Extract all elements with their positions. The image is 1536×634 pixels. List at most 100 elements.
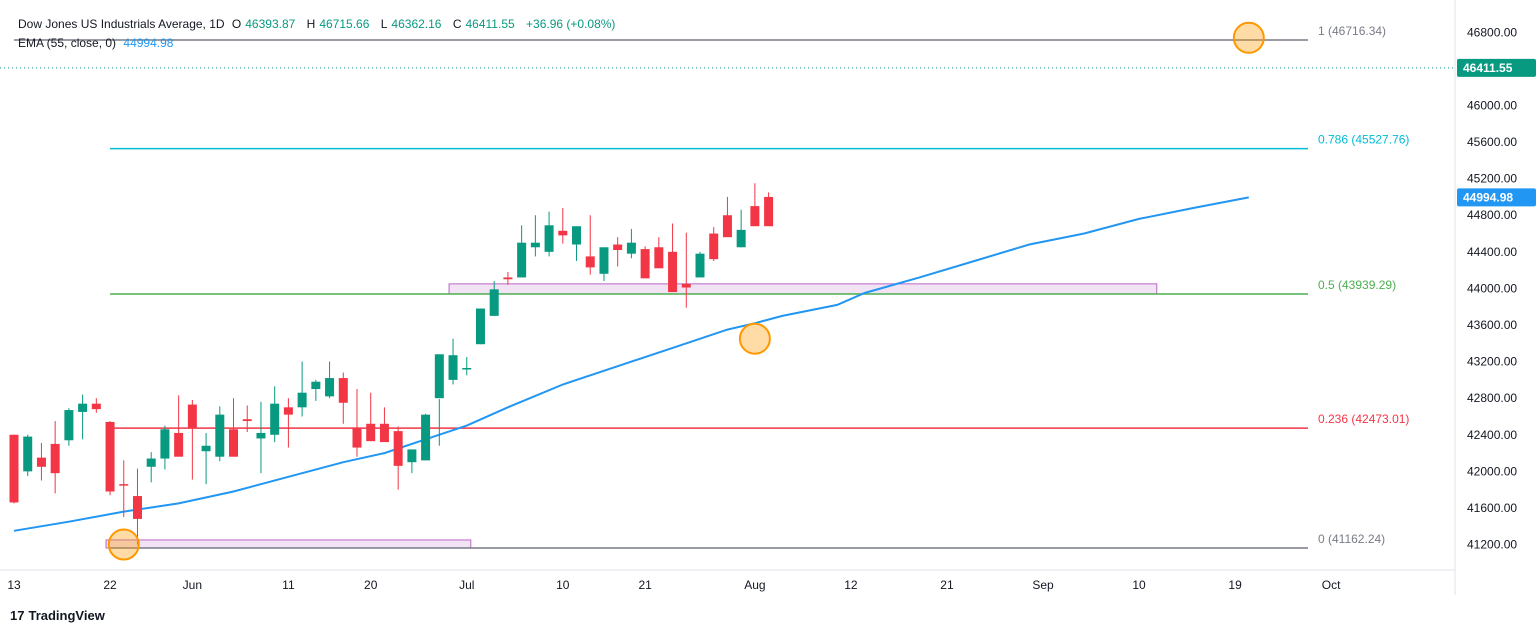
candle-body	[174, 432, 184, 457]
candle-body	[64, 410, 74, 441]
y-tick-label: 44800.00	[1467, 208, 1517, 222]
x-tick-label: 10	[1132, 578, 1146, 592]
ema-price-badge: 44994.98	[1463, 190, 1513, 204]
candle-body	[462, 367, 472, 370]
candle	[407, 449, 417, 474]
fib-level-label: 0.5 (43939.29)	[1318, 278, 1396, 292]
x-tick-label: 20	[364, 578, 378, 592]
high-value: 46715.66	[319, 17, 370, 31]
candle	[215, 406, 225, 462]
candle-body	[146, 458, 156, 467]
candle	[750, 183, 760, 227]
candle-body	[283, 407, 293, 415]
y-tick-label: 41600.00	[1467, 501, 1517, 515]
candle-body	[695, 253, 705, 278]
x-tick-label: 19	[1228, 578, 1242, 592]
axes: 41200.00 41600.00 42000.00 42400.00 42800.00…	[0, 0, 1536, 595]
candle-body	[270, 403, 280, 435]
highlight-circle	[1232, 21, 1265, 54]
candle	[366, 392, 376, 442]
candle-body	[764, 196, 774, 227]
y-tick-label: 45600.00	[1467, 135, 1517, 149]
candle	[764, 192, 774, 227]
candle-body	[215, 414, 225, 457]
x-tick-label: Sep	[1032, 578, 1054, 592]
candle-body	[421, 414, 431, 461]
candle-body	[338, 378, 348, 403]
candle	[668, 223, 678, 293]
y-tick-label: 44400.00	[1467, 245, 1517, 259]
candle	[352, 389, 362, 457]
candle-body	[201, 445, 211, 452]
candle	[311, 379, 321, 401]
candle	[338, 372, 348, 424]
candle	[585, 215, 595, 275]
support-zones	[105, 283, 1158, 549]
change-value: +36.96 (+0.08%)	[526, 17, 616, 31]
candle-body	[544, 225, 554, 252]
candle-body	[585, 256, 595, 268]
candle	[640, 246, 650, 279]
x-tick-label: 12	[844, 578, 858, 592]
candle-body	[187, 404, 197, 428]
y-tick-label: 41200.00	[1467, 538, 1517, 552]
candle-body	[366, 423, 376, 442]
highlight-circle	[107, 528, 140, 561]
close-value: 46411.55	[465, 17, 515, 31]
candle	[174, 395, 184, 457]
candle-body	[325, 378, 335, 397]
candle-body	[91, 403, 101, 410]
tradingview-icon: 17	[10, 608, 25, 623]
y-tick-label: 43600.00	[1467, 318, 1517, 332]
candle	[132, 468, 142, 545]
candle-body	[352, 427, 362, 448]
candle-body	[489, 289, 499, 316]
y-tick-label: 46000.00	[1467, 98, 1517, 112]
candle	[187, 400, 197, 480]
ema-price-badge-bg	[1457, 188, 1536, 207]
candle	[599, 247, 609, 282]
fib-level-label: 1 (46716.34)	[1318, 24, 1386, 38]
candle	[119, 460, 129, 518]
candle-body	[36, 457, 46, 467]
candle	[530, 215, 540, 257]
candle	[709, 227, 719, 261]
candle	[393, 426, 403, 490]
x-tick-label: Aug	[744, 578, 765, 592]
x-tick-label: Oct	[1322, 578, 1341, 592]
candle	[503, 271, 513, 285]
tradingview-logo[interactable]: 17 TradingView	[10, 608, 105, 623]
candlesticks	[9, 183, 774, 545]
candle-body	[709, 233, 719, 260]
y-tick-label: 45200.00	[1467, 172, 1517, 186]
candle	[572, 226, 582, 261]
highlight-markers	[107, 21, 1265, 561]
candle-body	[668, 251, 678, 293]
last-price-badge: 46411.55	[1463, 61, 1513, 75]
candle-body	[640, 249, 650, 279]
fib-level-label: 0.786 (45527.76)	[1318, 133, 1409, 147]
y-tick-label: 44000.00	[1467, 281, 1517, 295]
candle	[434, 354, 444, 446]
candle-body	[736, 229, 746, 248]
candle	[64, 408, 74, 446]
candle-body	[407, 449, 417, 463]
candle-body	[475, 308, 485, 345]
ema-legend: EMA (55, close, 0) 44994.98	[18, 36, 177, 50]
ema-line	[13, 196, 1249, 532]
candle	[489, 281, 499, 316]
candle	[160, 425, 170, 470]
candle	[283, 398, 293, 448]
candle	[626, 228, 636, 259]
candle-body	[242, 419, 252, 422]
candle	[78, 394, 88, 440]
candle	[722, 196, 732, 238]
candle	[9, 434, 19, 504]
candle-body	[750, 206, 760, 227]
candle	[681, 232, 691, 308]
candle-body	[654, 247, 664, 269]
ohlc-legend: Dow Jones US Industrials Average, 1D O 46…	[18, 17, 616, 31]
candle	[421, 413, 431, 461]
x-tick-label: 21	[940, 578, 954, 592]
